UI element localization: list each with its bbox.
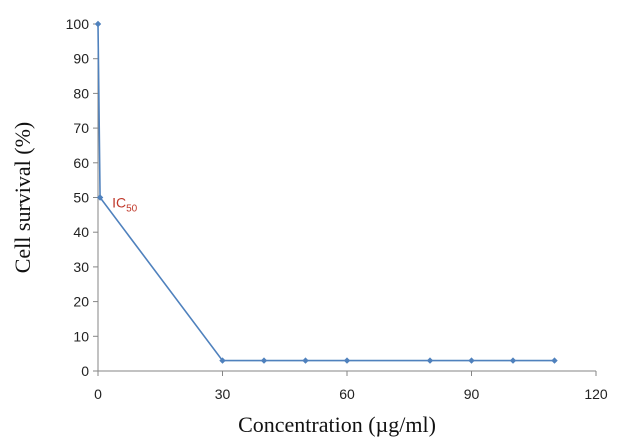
series-layer bbox=[94, 20, 558, 364]
data-point bbox=[468, 357, 475, 364]
y-tick-label: 30 bbox=[73, 259, 89, 275]
y-tick-label: 0 bbox=[81, 363, 89, 379]
x-tick-label: 90 bbox=[464, 386, 480, 402]
data-point bbox=[343, 357, 351, 364]
data-point bbox=[94, 20, 102, 28]
y-tick-label: 40 bbox=[73, 224, 89, 240]
data-point bbox=[426, 357, 434, 364]
ic50-annotation: IC50 bbox=[112, 195, 138, 215]
y-tick-label: 100 bbox=[66, 16, 90, 32]
data-point bbox=[509, 357, 517, 364]
y-tick-label: 10 bbox=[73, 328, 89, 344]
x-axis-title: Concentration (µg/ml) bbox=[238, 412, 436, 437]
x-tick-label: 30 bbox=[215, 386, 231, 402]
x-tick-label: 0 bbox=[94, 386, 102, 402]
data-point bbox=[96, 194, 104, 201]
y-tick-label: 50 bbox=[73, 190, 89, 206]
axes bbox=[97, 24, 596, 372]
y-tick-label: 90 bbox=[73, 51, 89, 67]
y-tick-label: 70 bbox=[73, 120, 89, 136]
y-tick-label: 20 bbox=[73, 294, 89, 310]
y-axis-ticks: 0 10 20 30 40 50 60 70 80 90 100 bbox=[66, 16, 98, 379]
y-tick-label: 80 bbox=[73, 85, 89, 101]
data-point bbox=[260, 357, 268, 364]
data-point bbox=[219, 357, 226, 364]
x-tick-label: 120 bbox=[584, 386, 608, 402]
data-point bbox=[551, 357, 558, 364]
y-axis-title: Cell survival (%) bbox=[10, 122, 35, 274]
series-line bbox=[97, 23, 555, 362]
annotation-subscript: 50 bbox=[126, 204, 138, 215]
annotation-text: IC bbox=[112, 195, 126, 211]
annotation-layer: IC50 bbox=[112, 195, 138, 215]
y-tick-label: 60 bbox=[73, 155, 89, 171]
x-axis-ticks: 0 30 60 90 120 bbox=[94, 371, 608, 402]
x-tick-label: 60 bbox=[339, 386, 355, 402]
data-point bbox=[302, 357, 309, 364]
